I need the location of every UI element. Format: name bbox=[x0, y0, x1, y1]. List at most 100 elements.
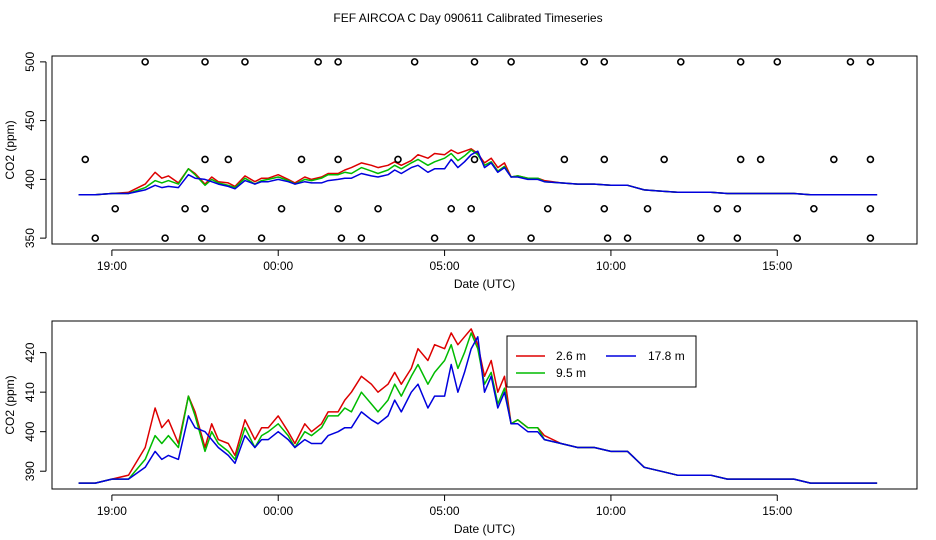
flag-marker bbox=[600, 204, 609, 213]
flag-marker bbox=[866, 234, 875, 242]
flag-marker bbox=[733, 204, 742, 213]
flag-marker bbox=[201, 155, 209, 164]
flag-marker bbox=[334, 58, 342, 66]
flag-marker bbox=[623, 234, 632, 242]
lower-series-lines bbox=[78, 328, 878, 484]
flag-marker bbox=[603, 234, 612, 242]
flag-marker bbox=[793, 234, 802, 242]
y-tick-label: 400 bbox=[23, 169, 37, 189]
lower-plot-frame bbox=[51, 320, 918, 490]
flag-marker bbox=[866, 58, 875, 66]
x-tick-label: 10:00 bbox=[596, 259, 626, 273]
flag-marker bbox=[337, 234, 346, 242]
flag-marker bbox=[507, 58, 515, 66]
flag-marker bbox=[736, 155, 745, 164]
flag-marker bbox=[394, 155, 402, 164]
flag-marker bbox=[643, 204, 652, 213]
flag-marker bbox=[430, 234, 439, 242]
legend-label-2-6m: 2.6 m bbox=[556, 349, 586, 363]
series-line-17-8-m bbox=[78, 336, 878, 484]
flag-marker bbox=[600, 58, 609, 66]
legend-box bbox=[506, 335, 697, 388]
flag-marker bbox=[470, 155, 479, 164]
flag-marker bbox=[111, 204, 120, 213]
flag-marker bbox=[374, 204, 382, 213]
flag-marker bbox=[197, 234, 206, 242]
x-tick-label: 05:00 bbox=[430, 259, 460, 273]
lower-x-axis: 19:00 00:00 05:00 10:00 15:00 bbox=[97, 494, 793, 518]
flag-marker bbox=[410, 58, 419, 66]
flag-marker bbox=[297, 155, 306, 164]
flag-marker bbox=[141, 58, 149, 66]
flag-marker bbox=[560, 155, 569, 164]
flag-marker bbox=[314, 58, 322, 66]
flag-marker bbox=[224, 155, 233, 164]
flag-marker bbox=[241, 58, 249, 66]
flag-marker bbox=[467, 234, 475, 242]
flag-marker bbox=[580, 58, 589, 66]
series-line-17-8-m bbox=[78, 150, 878, 196]
flag-marker bbox=[756, 155, 765, 164]
flag-marker bbox=[543, 204, 552, 213]
flag-marker bbox=[357, 234, 366, 242]
legend-label-9-5m: 9.5 m bbox=[556, 366, 586, 380]
legend: 2.6 m 9.5 m 17.8 m bbox=[506, 335, 697, 388]
flag-marker bbox=[181, 204, 189, 213]
flag-marker bbox=[736, 58, 745, 66]
y-tick-label: 390 bbox=[23, 461, 37, 481]
y-tick-label: 400 bbox=[23, 421, 37, 441]
legend-label-17-8m: 17.8 m bbox=[648, 349, 685, 363]
flag-marker bbox=[846, 58, 855, 66]
series-line-9-5-m bbox=[78, 149, 878, 196]
y-tick-label: 500 bbox=[23, 52, 37, 72]
y-tick-label: 410 bbox=[23, 382, 37, 402]
flag-marker bbox=[447, 204, 456, 213]
figure-title: FEF AIRCOA C Day 090611 Calibrated Times… bbox=[333, 11, 602, 25]
x-tick-label: 10:00 bbox=[596, 504, 626, 518]
lower-y-axis: 390 400 410 420 bbox=[23, 342, 47, 481]
flag-marker bbox=[773, 58, 782, 66]
flag-marker bbox=[600, 155, 609, 164]
flag-marker bbox=[91, 234, 100, 242]
flag-marker bbox=[810, 204, 818, 213]
upper-plot-frame bbox=[51, 55, 918, 245]
upper-y-axis: 350 400 450 500 bbox=[23, 52, 47, 248]
flag-marker bbox=[733, 234, 742, 242]
upper-timeseries-panel: 19:00 00:00 05:00 10:00 15:00 350 400 450 500 D… bbox=[3, 52, 918, 291]
flag-marker bbox=[660, 155, 668, 164]
flag-marker bbox=[334, 204, 342, 213]
upper-y-axis-label: CO2 (ppm) bbox=[3, 120, 17, 179]
x-tick-label: 19:00 bbox=[97, 259, 127, 273]
flag-marker bbox=[277, 204, 286, 213]
flag-marker bbox=[527, 234, 535, 242]
lower-timeseries-panel: 19:00 00:00 05:00 10:00 15:00 390 400 410 420 D… bbox=[3, 320, 918, 536]
x-tick-label: 15:00 bbox=[762, 504, 792, 518]
y-tick-label: 450 bbox=[23, 110, 37, 130]
lower-y-axis-label: CO2 (ppm) bbox=[3, 375, 17, 434]
flag-marker bbox=[866, 155, 875, 164]
flag-marker bbox=[676, 58, 685, 66]
flag-marker bbox=[81, 155, 90, 164]
flag-marker bbox=[201, 58, 209, 66]
flag-marker bbox=[161, 234, 169, 242]
flag-marker bbox=[334, 155, 342, 164]
upper-flag-markers bbox=[81, 58, 875, 242]
y-tick-label: 420 bbox=[23, 342, 37, 362]
series-line-9-5-m bbox=[78, 332, 878, 484]
lower-x-axis-label: Date (UTC) bbox=[454, 522, 515, 536]
flag-marker bbox=[696, 234, 705, 242]
flag-marker bbox=[201, 204, 209, 213]
upper-x-axis: 19:00 00:00 05:00 10:00 15:00 bbox=[97, 249, 793, 273]
flag-marker bbox=[830, 155, 838, 164]
flag-marker bbox=[470, 58, 479, 66]
upper-series-lines bbox=[78, 148, 878, 196]
upper-x-axis-label: Date (UTC) bbox=[454, 277, 515, 291]
flag-marker bbox=[467, 204, 475, 213]
x-tick-label: 15:00 bbox=[762, 259, 792, 273]
x-tick-label: 05:00 bbox=[430, 504, 460, 518]
y-tick-label: 350 bbox=[23, 228, 37, 248]
flag-marker bbox=[257, 234, 266, 242]
flag-marker bbox=[866, 204, 875, 213]
x-tick-label: 00:00 bbox=[263, 259, 293, 273]
